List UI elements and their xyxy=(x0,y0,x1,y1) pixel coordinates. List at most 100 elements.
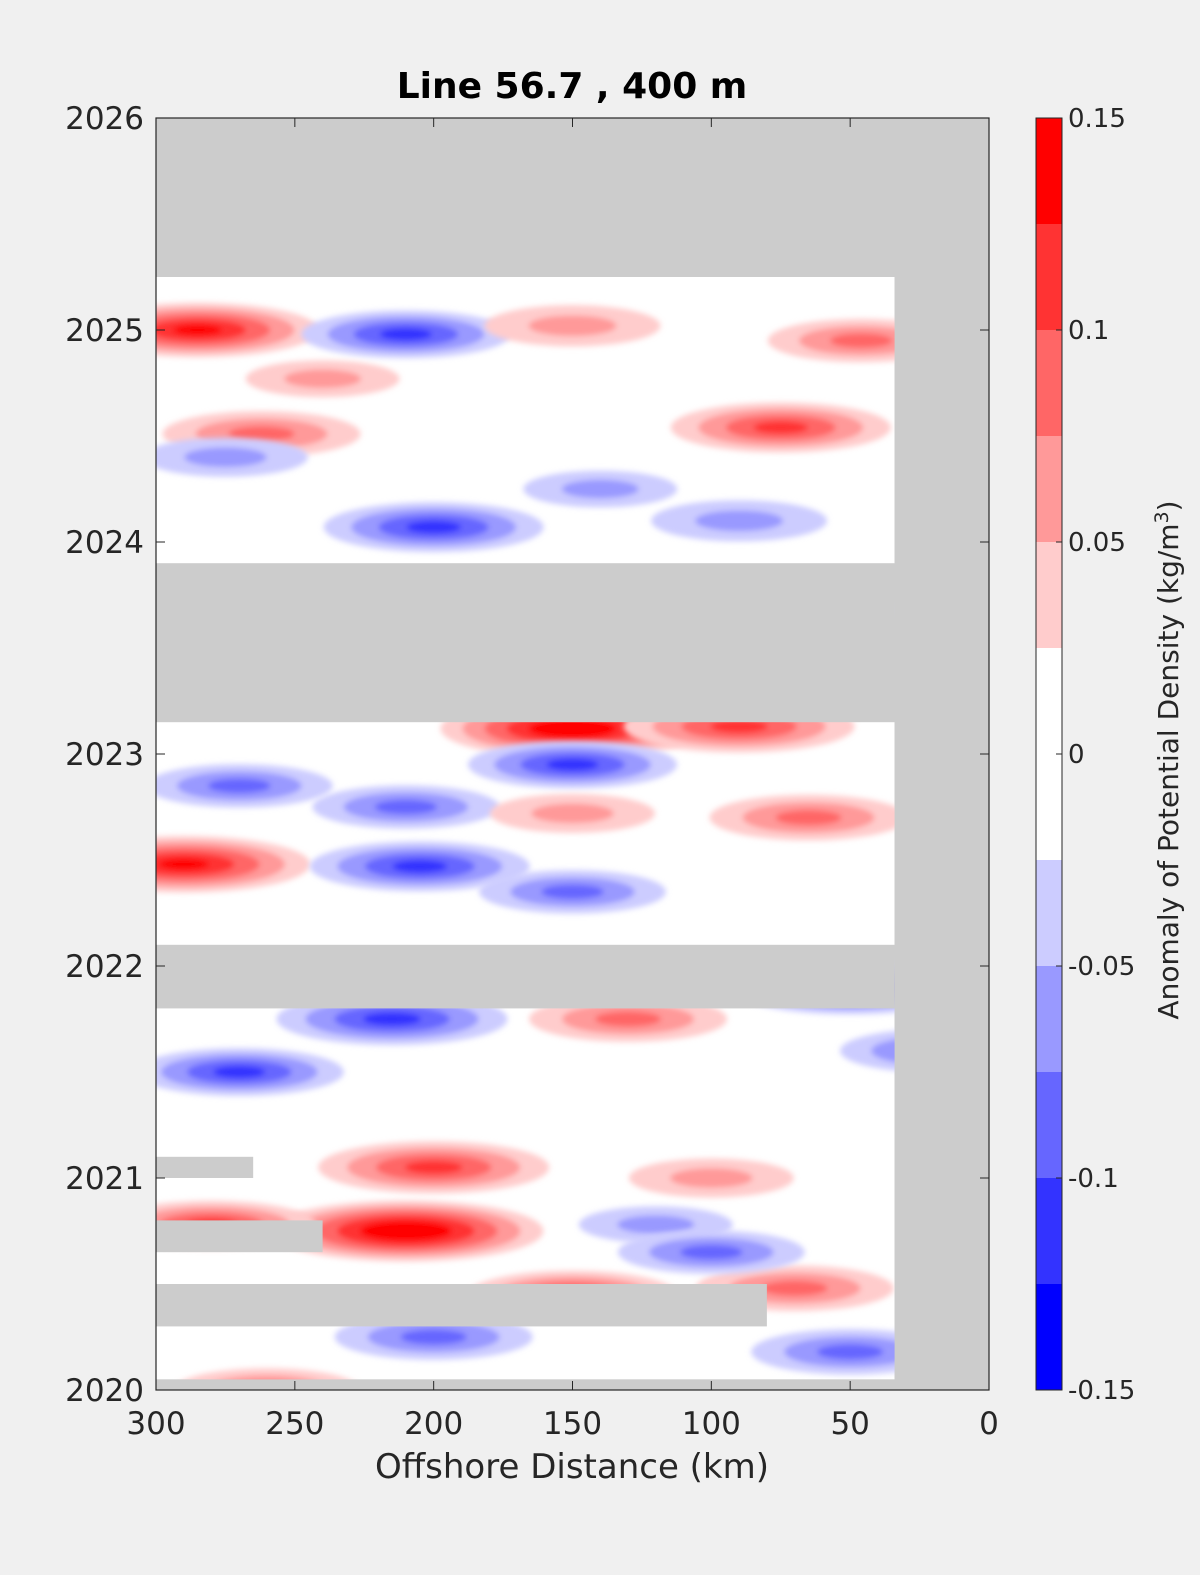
missing-data-band xyxy=(156,118,989,277)
colorbar-segment xyxy=(1036,860,1062,966)
colorbar-segment xyxy=(1036,966,1062,1072)
anomaly-feature xyxy=(318,1141,550,1194)
colorbar-label: Anomaly of Potential Density (kg/m3) xyxy=(1151,500,1185,1019)
anomaly-feature xyxy=(617,1230,805,1274)
anomaly-feature xyxy=(490,793,655,833)
x-tick-label: 300 xyxy=(126,1406,185,1442)
contour-level xyxy=(406,520,462,534)
contour-level xyxy=(379,328,433,341)
contour-level xyxy=(228,426,295,442)
anomaly-feature xyxy=(301,310,511,359)
x-axis: 300 250 200 150 100 50 0 xyxy=(126,118,999,1442)
colorbar-tick-label: 0.05 xyxy=(1068,528,1126,558)
colorbar xyxy=(1035,117,1063,1391)
contour-level xyxy=(680,1244,743,1260)
anomaly-feature xyxy=(323,502,544,553)
y-tick-label: 2025 xyxy=(65,313,144,349)
missing-data-bands xyxy=(156,118,989,1390)
anomaly-feature xyxy=(628,1158,794,1198)
contour-level xyxy=(670,1168,753,1188)
contour-level xyxy=(595,1011,662,1027)
x-tick-label: 150 xyxy=(543,1406,602,1442)
contour-level xyxy=(382,1225,429,1237)
missing-data-band xyxy=(156,563,895,723)
contour-level xyxy=(158,858,210,870)
x-tick-label: 0 xyxy=(979,1406,999,1442)
x-tick-label: 50 xyxy=(830,1406,869,1442)
colorbar-tick-label: 0 xyxy=(1068,740,1085,770)
contour-level xyxy=(830,333,893,348)
colorbar-tick-label: -0.1 xyxy=(1068,1164,1119,1194)
chart-title: Line 56.7 , 400 m xyxy=(397,66,748,107)
colorbar-ticks: 0.15 0.1 0.05 0 -0.05 -0.1 -0.15 xyxy=(1056,104,1135,1406)
colorbar-segment xyxy=(1036,330,1062,436)
anomaly-feature xyxy=(709,794,908,841)
colorbar-segment xyxy=(1036,1284,1062,1390)
colorbar-tick-label: 0.1 xyxy=(1068,316,1109,346)
colorbar-label-text: Anomaly of Potential Density (kg/m xyxy=(1152,523,1185,1019)
y-tick-label: 2026 xyxy=(65,101,144,137)
contour-level xyxy=(400,1329,467,1345)
contour-level xyxy=(761,1280,828,1296)
contour-level xyxy=(404,1160,463,1174)
contour-level xyxy=(208,778,271,794)
x-tick-label: 250 xyxy=(265,1406,324,1442)
missing-data-band xyxy=(894,118,989,1390)
anomaly-feature xyxy=(156,835,311,893)
contour-level xyxy=(528,315,617,337)
colorbar-label-superscript: 3 xyxy=(1151,511,1173,523)
missing-data-band xyxy=(156,944,895,1009)
anomaly-feature xyxy=(156,302,319,358)
contour-level xyxy=(753,421,809,434)
contour-level xyxy=(184,447,267,467)
colorbar-segment xyxy=(1036,1072,1062,1178)
contour-level xyxy=(173,324,222,336)
anomaly-feature xyxy=(245,360,400,398)
anomaly-feature xyxy=(268,1200,544,1262)
anomaly-feature xyxy=(468,740,677,789)
colorbar-tick-label: -0.15 xyxy=(1068,1376,1135,1406)
y-axis: 2020 2021 2022 2023 2024 2025 2026 xyxy=(65,101,989,1409)
contour-level xyxy=(817,1344,884,1360)
missing-data-band xyxy=(156,1284,767,1327)
colorbar-segment xyxy=(1036,436,1062,542)
anomaly-feature xyxy=(156,437,308,477)
colorbar-tick-label: -0.05 xyxy=(1068,952,1135,982)
contour-level xyxy=(546,758,599,771)
anomaly-feature xyxy=(523,470,678,508)
colorbar-tick-label: 0.15 xyxy=(1068,104,1126,134)
missing-data-band xyxy=(156,1156,254,1178)
y-tick-label: 2021 xyxy=(65,1161,144,1197)
y-tick-label: 2020 xyxy=(65,1373,144,1409)
contour-level xyxy=(284,369,362,388)
y-tick-label: 2023 xyxy=(65,737,144,773)
contour-level xyxy=(561,479,639,499)
contour-level xyxy=(363,1012,421,1026)
plot-area xyxy=(156,118,989,1390)
x-tick-label: 100 xyxy=(682,1406,741,1442)
anomaly-feature xyxy=(309,841,530,892)
anomaly-feature xyxy=(670,402,891,453)
contour-level xyxy=(374,799,438,815)
contour-level xyxy=(617,1215,695,1234)
colorbar-label-close: ) xyxy=(1152,500,1185,511)
anomaly-feature xyxy=(156,764,333,808)
contour-level xyxy=(531,803,614,824)
missing-data-band xyxy=(156,1220,323,1253)
colorbar-segment xyxy=(1036,224,1062,330)
x-axis-label: Offshore Distance (km) xyxy=(375,1447,769,1487)
anomaly-feature xyxy=(484,305,661,347)
anomaly-feature xyxy=(479,870,666,914)
x-tick-label: 200 xyxy=(404,1406,463,1442)
contour-level xyxy=(775,810,842,826)
contour-level xyxy=(550,723,595,734)
anomaly-feature xyxy=(651,500,828,542)
anomaly-feature xyxy=(312,785,500,829)
y-tick-label: 2024 xyxy=(65,525,144,561)
colorbar-segment xyxy=(1036,1178,1062,1284)
colorbar-segment xyxy=(1036,542,1062,648)
contour-level xyxy=(710,719,768,733)
contour-level xyxy=(392,860,448,873)
anomaly-feature xyxy=(156,1048,344,1096)
